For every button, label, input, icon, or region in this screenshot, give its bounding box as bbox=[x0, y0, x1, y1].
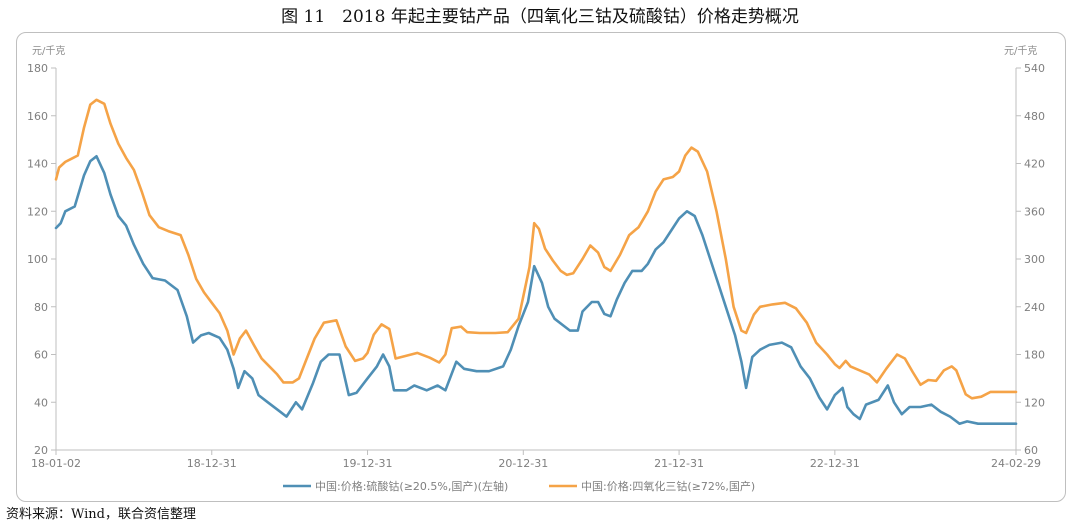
right-axis-tick-label: 480 bbox=[1024, 110, 1045, 123]
x-axis-tick-label: 20-12-31 bbox=[498, 457, 548, 470]
left-axis-tick-label: 100 bbox=[27, 253, 48, 266]
chart-svg: 元/千克 元/千克 20 40 60 80 100 120 140 160 180 60 120 18… bbox=[27, 45, 1045, 493]
left-axis-tick-label: 60 bbox=[34, 349, 48, 362]
figure-title: 图 11 2018 年起主要钴产品（四氧化三钴及硫酸钴）价格走势概况 bbox=[281, 7, 799, 27]
legend-label-cobalt-oxide: 中国:价格:四氧化三钴(≥72%,国产) bbox=[581, 479, 755, 493]
source-note: 资料来源：Wind，联合资信整理 bbox=[6, 507, 196, 522]
tick-labels: 20 40 60 80 100 120 140 160 180 60 120 180 240 300 360… bbox=[27, 62, 1045, 470]
left-axis-tick-label: 80 bbox=[34, 301, 48, 314]
left-axis-tick-label: 40 bbox=[34, 396, 48, 409]
left-axis-tick-label: 180 bbox=[27, 62, 48, 75]
left-axis-tick-label: 120 bbox=[27, 205, 48, 218]
x-axis-tick-label: 21-12-31 bbox=[654, 457, 704, 470]
left-axis-tick-label: 160 bbox=[27, 110, 48, 123]
legend: 中国:价格:硫酸钴(≥20.5%,国产)(左轴) 中国:价格:四氧化三钴(≥72… bbox=[283, 479, 755, 493]
left-axis-tick-label: 140 bbox=[27, 158, 48, 171]
x-axis-tick-label: 18-01-02 bbox=[31, 457, 81, 470]
series-line-cobalt-sulfate bbox=[54, 155, 1018, 426]
legend-label-cobalt-sulfate: 中国:价格:硫酸钴(≥20.5%,国产)(左轴) bbox=[315, 479, 508, 493]
left-axis-unit: 元/千克 bbox=[32, 45, 65, 57]
right-axis-unit: 元/千克 bbox=[1004, 45, 1037, 57]
x-axis-tick-label: 24-02-29 bbox=[991, 457, 1041, 470]
right-axis-tick-label: 300 bbox=[1024, 253, 1045, 266]
right-axis-tick-label: 240 bbox=[1024, 301, 1045, 314]
right-axis-tick-label: 180 bbox=[1024, 349, 1045, 362]
left-axis-tick-label: 20 bbox=[34, 444, 48, 457]
series-lines bbox=[54, 98, 1018, 426]
x-axis-tick-label: 22-12-31 bbox=[810, 457, 860, 470]
right-axis-tick-label: 60 bbox=[1024, 444, 1038, 457]
right-axis-tick-label: 120 bbox=[1024, 396, 1045, 409]
right-axis-tick-label: 540 bbox=[1024, 62, 1045, 75]
right-axis-tick-label: 360 bbox=[1024, 205, 1045, 218]
x-axis-tick-label: 19-12-31 bbox=[343, 457, 393, 470]
series-line-cobalt-oxide bbox=[54, 98, 1018, 400]
right-axis-tick-label: 420 bbox=[1024, 158, 1045, 171]
axes bbox=[51, 67, 1021, 455]
x-axis-tick-label: 18-12-31 bbox=[187, 457, 237, 470]
